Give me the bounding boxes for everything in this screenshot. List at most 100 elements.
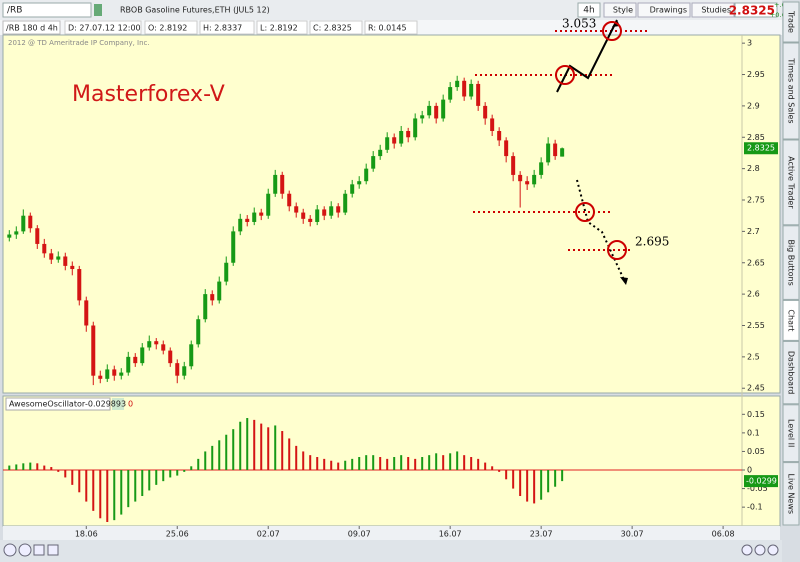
candle-body <box>119 372 124 376</box>
bar <box>309 455 312 471</box>
symbol: /RB <box>7 6 22 16</box>
toolbar-button-label: Drawings <box>650 6 687 15</box>
candle-body <box>294 206 299 213</box>
candle-body <box>315 209 320 222</box>
candle-body <box>210 294 215 301</box>
last-value-tag <box>744 475 778 488</box>
candle-body <box>490 118 495 131</box>
candle-body <box>462 80 467 97</box>
bar <box>323 458 326 471</box>
symbol-box[interactable] <box>2 2 92 18</box>
candle-body <box>448 87 453 100</box>
bar <box>246 418 249 471</box>
annotation-level: 3.053 <box>562 17 596 31</box>
y-tick-label: 2.5 <box>747 352 760 361</box>
bar <box>22 463 25 471</box>
bar <box>232 429 235 471</box>
side-tab[interactable] <box>782 139 800 226</box>
candle-body <box>154 341 159 345</box>
side-tab[interactable] <box>782 1 800 43</box>
bar <box>141 470 144 497</box>
y-tick-label: 0 <box>747 466 752 475</box>
arrow-up <box>556 19 618 93</box>
side-tab[interactable] <box>782 225 800 300</box>
icon-button[interactable] <box>741 544 753 556</box>
side-tab-label: Live News <box>787 474 796 515</box>
candle-body <box>77 269 82 301</box>
symbol-arrow[interactable] <box>94 4 102 16</box>
candle-body <box>49 253 54 260</box>
x-axis-bar <box>3 526 780 540</box>
toolbar-buttons: Style Drawings Studies <box>603 2 735 18</box>
icon-button[interactable] <box>754 544 766 556</box>
candle-body <box>98 375 103 379</box>
bar <box>519 470 522 497</box>
candle-body <box>42 243 47 254</box>
bar <box>274 425 277 471</box>
y-tick-label: 2.75 <box>747 196 765 205</box>
study-value-box <box>112 398 124 410</box>
oscillator-panel <box>2 395 781 527</box>
study-name-box <box>5 397 111 411</box>
side-tab[interactable] <box>782 42 800 140</box>
period: 4h <box>583 6 594 16</box>
side-tab-label: Chart <box>787 309 796 331</box>
x-tick-label: 06.08 <box>712 530 735 539</box>
x-tick-label: 18.06 <box>75 530 98 539</box>
study-reference: 0 <box>128 400 133 409</box>
candle-body <box>497 130 502 141</box>
bar <box>92 470 95 511</box>
info-box <box>309 20 363 35</box>
side-tab[interactable] <box>782 404 800 463</box>
icon-button[interactable] <box>3 543 17 557</box>
icon-button[interactable] <box>18 543 32 557</box>
icon-button[interactable] <box>33 544 45 556</box>
candle-body <box>560 148 565 157</box>
side-tabs: Trade Times and Sales Active Trader Big But… <box>782 1 800 526</box>
last-price-label: 2.8325 <box>747 144 775 153</box>
candle-body <box>147 341 152 348</box>
price-panel <box>2 34 781 394</box>
candle-body <box>434 105 439 119</box>
side-tab-label: Times and Sales <box>787 57 796 123</box>
candle-body <box>112 369 117 376</box>
bar <box>71 470 74 485</box>
info-box <box>256 20 308 35</box>
bar <box>204 451 207 471</box>
bar <box>435 453 438 471</box>
bar <box>134 470 137 502</box>
bar <box>554 470 557 487</box>
side-tab[interactable] <box>782 340 800 405</box>
icon-button[interactable] <box>767 544 779 556</box>
toolbar-button[interactable] <box>637 2 691 18</box>
y-tick-label: 3 <box>747 39 752 48</box>
icon-button[interactable] <box>47 544 59 556</box>
bar <box>8 465 11 471</box>
side-tab[interactable] <box>782 299 800 341</box>
circle <box>607 240 627 260</box>
candle-body <box>161 344 166 351</box>
levels <box>473 30 650 251</box>
circle <box>575 202 595 222</box>
toolbar-button[interactable] <box>603 2 637 18</box>
side-tab[interactable] <box>782 462 800 526</box>
candle-body <box>203 294 208 320</box>
candle-body <box>189 344 194 367</box>
candle-body <box>168 350 173 364</box>
toolbar-button[interactable] <box>691 2 735 18</box>
bar <box>547 470 550 493</box>
bar <box>113 470 116 521</box>
candle-body <box>511 156 516 175</box>
info-item: C: 2.8325 <box>313 24 352 33</box>
side-tab-label: Level II <box>787 419 796 447</box>
x-tick-label: 23.07 <box>530 530 553 539</box>
bar <box>155 470 158 485</box>
candle-body <box>133 356 138 364</box>
candle-body <box>245 218 250 222</box>
bar <box>407 457 410 471</box>
candle-body <box>364 168 369 182</box>
bar <box>470 457 473 471</box>
candle-body <box>7 234 12 238</box>
period-box[interactable] <box>577 2 601 18</box>
bar <box>78 470 81 493</box>
